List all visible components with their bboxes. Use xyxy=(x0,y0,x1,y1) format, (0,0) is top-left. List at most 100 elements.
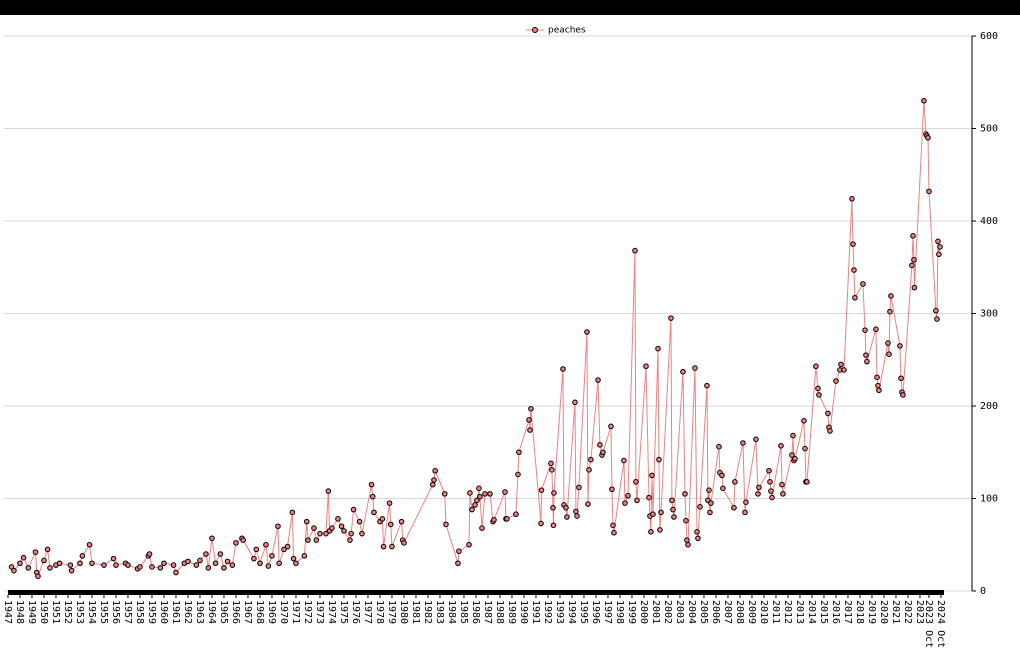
y-tick-label: 500 xyxy=(980,124,998,135)
x-tick-label: 1970 xyxy=(278,600,289,624)
data-point xyxy=(885,340,891,346)
x-tick-label: 2014 xyxy=(806,600,817,624)
data-point xyxy=(597,442,603,448)
x-tick-label: 1972 xyxy=(302,600,313,624)
legend: peaches xyxy=(526,26,586,36)
data-point xyxy=(193,562,200,568)
data-point xyxy=(649,472,655,479)
data-point xyxy=(610,522,616,529)
x-tick-label: 1953 xyxy=(74,600,85,624)
plot xyxy=(8,97,943,580)
x-tick-label: 1948 xyxy=(14,600,25,624)
x-tick-label: 2018 xyxy=(854,600,865,624)
data-point xyxy=(936,251,942,258)
data-point xyxy=(780,491,786,497)
x-tick-label: 2020 xyxy=(878,600,889,624)
data-point xyxy=(217,551,224,557)
data-point xyxy=(897,343,903,349)
data-point xyxy=(528,405,534,412)
x-tick-label: 1980 xyxy=(398,600,409,624)
data-point xyxy=(934,316,940,322)
data-point xyxy=(356,518,363,525)
data-point xyxy=(347,537,353,543)
data-point xyxy=(789,452,795,458)
x-tick-label: 1952 xyxy=(62,600,73,624)
data-point xyxy=(472,502,478,508)
data-point xyxy=(251,555,257,562)
x-tick-label: 1955 xyxy=(98,600,109,624)
data-point xyxy=(692,365,698,371)
data-point xyxy=(876,387,882,394)
data-point xyxy=(550,504,556,511)
data-point xyxy=(371,509,377,516)
data-point xyxy=(515,471,521,478)
data-point xyxy=(695,535,701,542)
x-tick-label: 1977 xyxy=(362,600,373,624)
data-point xyxy=(841,367,847,373)
y-tick-label: 300 xyxy=(980,309,998,320)
x-tick-label: 1984 xyxy=(446,600,457,624)
data-point xyxy=(538,487,545,493)
data-point xyxy=(341,528,347,534)
data-point xyxy=(933,307,939,314)
data-point xyxy=(47,565,53,571)
data-point xyxy=(790,432,796,439)
x-tick-label: 1991 xyxy=(530,600,541,624)
data-point xyxy=(387,521,394,528)
data-point xyxy=(325,488,332,494)
data-point xyxy=(632,247,638,254)
data-point xyxy=(586,467,592,473)
x-tick-label: 1966 xyxy=(230,600,241,624)
data-point xyxy=(203,551,209,557)
data-point xyxy=(900,392,906,398)
data-point xyxy=(862,327,868,333)
data-point xyxy=(56,560,63,567)
x-tick-label: 2002 xyxy=(662,600,673,624)
x-tick-label: 2010 xyxy=(758,600,769,624)
data-point xyxy=(253,546,260,553)
data-point xyxy=(212,560,219,567)
data-point xyxy=(585,501,591,507)
y-tick-label: 400 xyxy=(980,216,998,227)
data-point xyxy=(574,513,580,519)
data-point xyxy=(386,500,393,506)
data-point xyxy=(476,485,482,492)
x-tick-label: 2001 xyxy=(650,600,661,624)
x-tick-label: 2024 Oct xyxy=(935,600,946,648)
x-tick-label: 1981 xyxy=(410,600,421,624)
data-point xyxy=(551,490,557,496)
data-point xyxy=(20,554,27,561)
data-point xyxy=(89,560,95,567)
x-tick-label: 1997 xyxy=(602,600,613,624)
data-point xyxy=(240,537,246,543)
data-point xyxy=(716,443,722,450)
data-point xyxy=(548,460,554,467)
data-point xyxy=(708,500,714,506)
data-point xyxy=(379,516,386,522)
x-tick-label: 2009 xyxy=(746,600,757,624)
data-point xyxy=(11,567,17,574)
data-point xyxy=(911,284,918,291)
data-point xyxy=(813,363,819,370)
data-point xyxy=(611,529,617,536)
data-point xyxy=(756,484,762,491)
data-point xyxy=(205,565,212,571)
data-point xyxy=(669,497,675,504)
data-point xyxy=(479,525,485,531)
data-point xyxy=(482,491,488,497)
data-point xyxy=(815,385,821,392)
x-tick-label: 2021 xyxy=(890,600,901,624)
data-point xyxy=(275,523,281,530)
x-tick-label: 1979 xyxy=(386,600,397,624)
data-point xyxy=(911,257,917,263)
data-point xyxy=(17,560,23,567)
data-point xyxy=(305,537,311,543)
x-tick-label: 2015 xyxy=(818,600,829,624)
data-point xyxy=(801,418,807,424)
data-point xyxy=(625,492,631,499)
data-point xyxy=(680,368,686,375)
data-point xyxy=(86,541,93,548)
data-point xyxy=(263,541,269,548)
x-tick-label: 1996 xyxy=(590,600,601,624)
data-point xyxy=(646,494,652,501)
